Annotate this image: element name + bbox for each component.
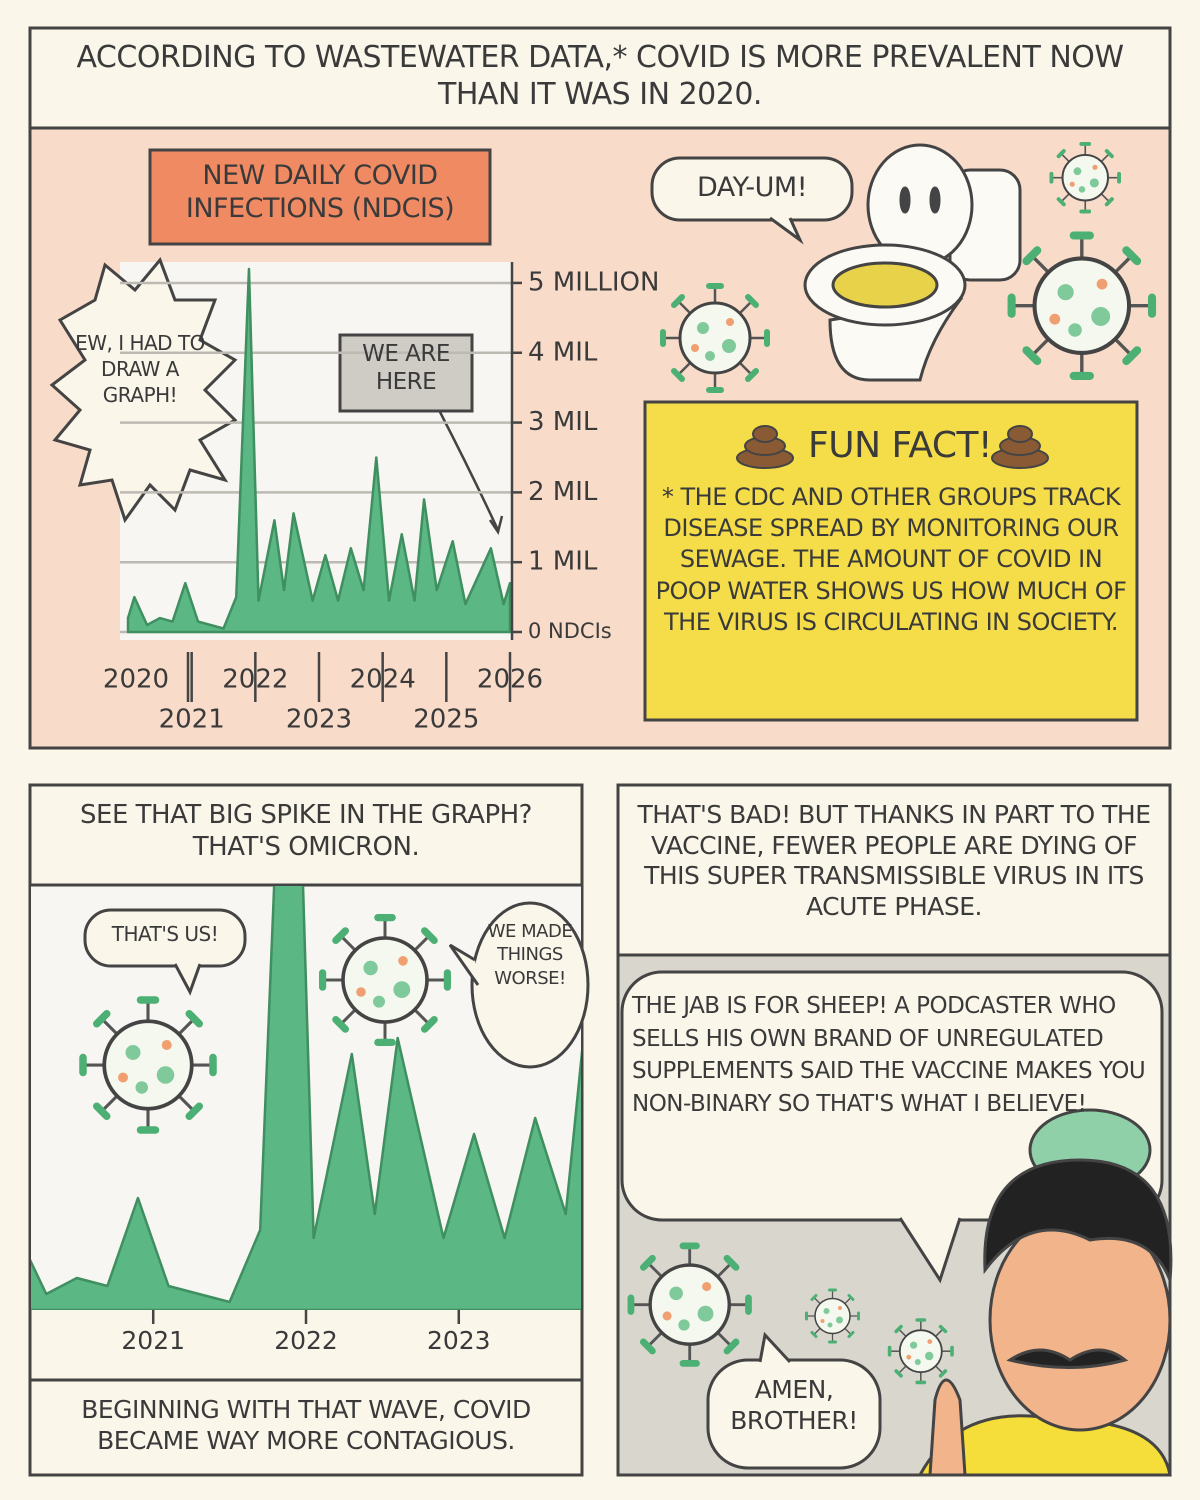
speech-bubble [706, 1358, 882, 1470]
speech-text: WE MADE THINGS WORSE! [487, 921, 573, 989]
x-tick-label: 2021 [121, 1326, 185, 1355]
virus [631, 1246, 749, 1364]
speech-bubble [620, 970, 1164, 1222]
y-tick-label: 2 MIL [528, 477, 598, 507]
annotation-box [338, 333, 474, 413]
chart-title: NEW DAILY COVID INFECTIONS (NDCIs) [185, 160, 455, 224]
speech-text: AMEN, BROTHER! [730, 1375, 858, 1435]
x-tick-label: 2020 [103, 665, 169, 695]
speech-text: THAT'S US! [111, 922, 219, 946]
speech-burst [49, 257, 238, 524]
toilet [803, 143, 1022, 382]
virus [323, 918, 448, 1043]
fun-fact-title: FUN FACT! [808, 425, 992, 466]
chart [31, 886, 581, 1310]
speech-text: THE JAB IS FOR SHEEP! A PODCASTER WHO SE… [632, 993, 1146, 1117]
caption-box [28, 26, 1172, 130]
podcaster [917, 1108, 1173, 1477]
x-tick-label: 2022 [222, 665, 288, 695]
virus [83, 1000, 213, 1130]
caption: BEGINNING WITH THAT WAVE, COVID BECAME W… [81, 1395, 531, 1455]
x-tick-label: 2026 [477, 665, 543, 695]
caption: THAT'S BAD! BUT THANKS IN PART TO THE VA… [637, 800, 1151, 921]
y-tick-label: 5 MILLION [528, 267, 659, 297]
x-tick-label: 2024 [350, 665, 416, 695]
x-tick-label: 2025 [413, 705, 479, 735]
chart-title-box [148, 148, 492, 246]
x-tick-label: 2022 [274, 1326, 338, 1355]
arrowhead [488, 515, 504, 536]
fun-fact-box [643, 400, 1139, 722]
x-tick-label: 2023 [427, 1326, 491, 1355]
caption-box [616, 783, 1172, 957]
virus [1049, 141, 1122, 214]
arrow [438, 411, 500, 531]
virus [887, 1318, 954, 1385]
speech-tail [769, 216, 804, 245]
fun-fact-text: * THE CDC AND OTHER GROUPS TRACK DISEASE… [655, 483, 1127, 636]
y-tick-label: 0 NDCIs [528, 619, 612, 643]
caption: ACCORDING TO WASTEWATER DATA,* COVID IS … [76, 40, 1124, 112]
speech-text: DAY-UM! [696, 172, 808, 203]
y-tick-label: 3 MIL [528, 407, 598, 437]
x-tick-label: 2023 [286, 705, 352, 735]
area [31, 886, 581, 1310]
virus [805, 1288, 860, 1344]
speech-bubble [470, 901, 590, 1069]
y-tick-label: 4 MIL [528, 337, 598, 367]
chart [120, 267, 512, 634]
area [126, 267, 512, 634]
y-tick-label: 1 MIL [528, 547, 598, 577]
caption: SEE THAT BIG SPIKE IN THE GRAPH? THAT'S … [80, 800, 532, 862]
speech-bubble [650, 156, 854, 222]
poop-icon [736, 425, 1049, 469]
x-tick-label: 2021 [159, 705, 225, 735]
annotation: WE ARE HERE [362, 341, 450, 396]
virus [663, 286, 767, 390]
burst-text: EW, I HAD TO DRAW A GRAPH! [75, 331, 205, 407]
virus [1012, 236, 1152, 376]
speech-bubble [83, 908, 247, 968]
